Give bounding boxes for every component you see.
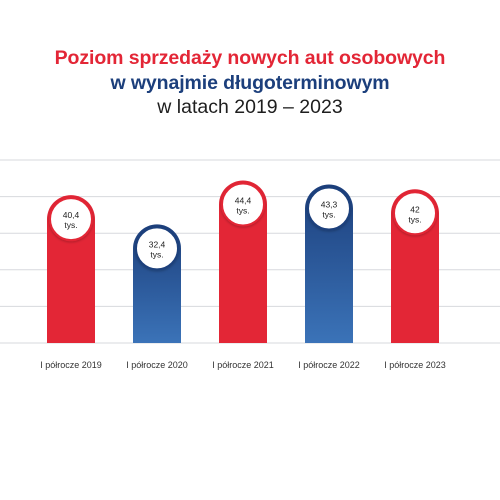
x-tick-label: I półrocze 2023 (384, 360, 446, 370)
x-tick-label: I półrocze 2019 (40, 360, 102, 370)
unit-label: tys. (322, 210, 335, 220)
data-label: 42 (410, 204, 420, 214)
value-bubble (221, 182, 265, 227)
unit-label: tys. (408, 214, 421, 224)
unit-label: tys. (236, 205, 249, 215)
value-bubble (49, 197, 93, 242)
x-tick-label: I półrocze 2020 (126, 360, 188, 370)
unit-label: tys. (150, 249, 163, 259)
data-label: 43,3 (321, 200, 338, 210)
chart-title-line-1: Poziom sprzedaży nowych aut osobowych (54, 47, 446, 69)
data-label: 44,4 (235, 195, 252, 205)
value-bubble (307, 186, 351, 231)
x-tick-label: I półrocze 2021 (212, 360, 274, 370)
x-tick-label: I półrocze 2022 (298, 360, 360, 370)
chart-title-line-2: w wynajmie długoterminowym (110, 72, 390, 94)
data-label: 40,4 (63, 210, 80, 220)
chart-subtitle: w latach 2019 – 2023 (157, 96, 343, 118)
x-axis-labels: I półrocze 2019 I półrocze 2020 I półrocze… (40, 360, 446, 370)
unit-label: tys. (64, 220, 77, 230)
value-bubble (135, 226, 179, 271)
value-bubble (393, 191, 437, 236)
data-label: 32,4 (149, 239, 166, 249)
